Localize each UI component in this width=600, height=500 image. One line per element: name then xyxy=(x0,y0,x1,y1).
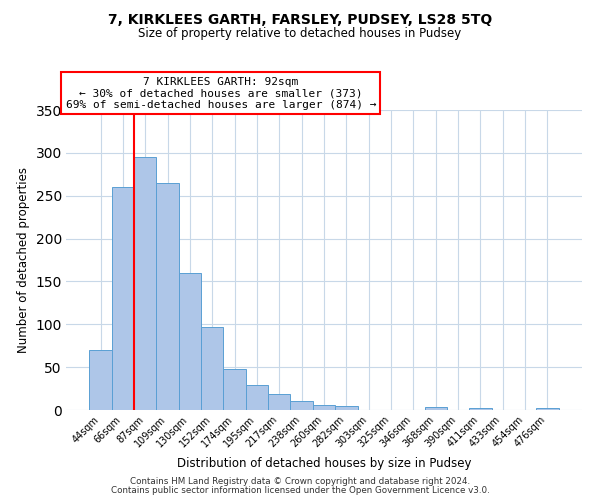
Bar xyxy=(157,183,179,410)
Text: 7 KIRKLEES GARTH: 92sqm
← 30% of detached houses are smaller (373)
69% of semi-d: 7 KIRKLEES GARTH: 92sqm ← 30% of detache… xyxy=(65,77,376,110)
Bar xyxy=(268,394,290,410)
Bar xyxy=(469,408,491,410)
Y-axis label: Number of detached properties: Number of detached properties xyxy=(17,167,30,353)
Bar xyxy=(201,327,223,410)
Bar xyxy=(134,157,157,410)
Bar xyxy=(112,187,134,410)
Bar xyxy=(335,406,358,410)
Bar xyxy=(246,385,268,410)
X-axis label: Distribution of detached houses by size in Pudsey: Distribution of detached houses by size … xyxy=(177,458,471,470)
Bar xyxy=(313,405,335,410)
Bar xyxy=(89,350,112,410)
Bar xyxy=(223,369,246,410)
Text: Contains HM Land Registry data © Crown copyright and database right 2024.: Contains HM Land Registry data © Crown c… xyxy=(130,477,470,486)
Text: Size of property relative to detached houses in Pudsey: Size of property relative to detached ho… xyxy=(139,28,461,40)
Bar xyxy=(425,408,447,410)
Text: Contains public sector information licensed under the Open Government Licence v3: Contains public sector information licen… xyxy=(110,486,490,495)
Bar xyxy=(179,273,201,410)
Bar xyxy=(536,408,559,410)
Bar xyxy=(290,402,313,410)
Text: 7, KIRKLEES GARTH, FARSLEY, PUDSEY, LS28 5TQ: 7, KIRKLEES GARTH, FARSLEY, PUDSEY, LS28… xyxy=(108,12,492,26)
